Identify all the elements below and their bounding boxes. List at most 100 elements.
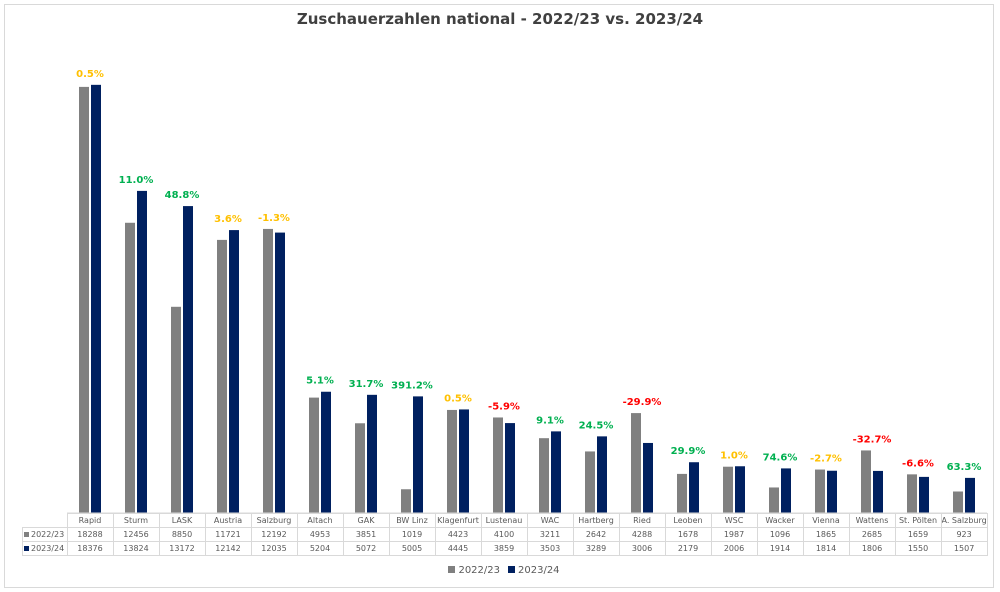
change-label: 391.2% — [391, 380, 433, 391]
change-label: 48.8% — [165, 190, 200, 201]
bar-2022-23-18 — [907, 474, 917, 513]
change-label: 31.7% — [349, 379, 384, 390]
table-category: Austria — [204, 513, 252, 528]
bar-2023-24-10 — [551, 431, 561, 513]
table-cell: 1678 — [664, 527, 712, 542]
table-cell: 4288 — [618, 527, 666, 542]
bar-2023-24-5 — [321, 391, 331, 513]
table-category: GAK — [342, 513, 390, 528]
bar-2022-23-5 — [309, 397, 319, 513]
table-category: Ried — [618, 513, 666, 528]
bar-2023-24-0 — [91, 84, 101, 513]
series-name: 2023/24 — [31, 544, 65, 553]
table-cell: 18288 — [66, 527, 114, 542]
chart-title: Zuschauerzahlen national - 2022/23 vs. 2… — [296, 10, 704, 28]
table-cell: 8850 — [158, 527, 206, 542]
bar-2022-23-13 — [677, 473, 687, 513]
table-category: Wattens — [848, 513, 896, 528]
bar-2022-23-2 — [171, 306, 181, 513]
table-cell: 13824 — [112, 541, 160, 556]
bar-2023-24-14 — [735, 466, 745, 513]
table-category: WSC — [710, 513, 758, 528]
bar-2022-23-0 — [79, 86, 89, 514]
bar-2023-24-6 — [367, 394, 377, 513]
table-cell: 1914 — [756, 541, 804, 556]
bar-2023-24-11 — [597, 436, 607, 513]
table-corner — [22, 513, 68, 528]
data-table: Rapid Sturm LASK Austria Salzburg Altach GAK BW… — [22, 513, 988, 556]
table-cell: 4953 — [296, 527, 344, 542]
table-category: Sturm — [112, 513, 160, 528]
series-label: 2022/23 — [22, 527, 68, 542]
bar-2022-23-7 — [401, 489, 411, 513]
table-cell: 1019 — [388, 527, 436, 542]
legend-entry: 2022/23 — [458, 565, 500, 576]
table-cell: 13172 — [158, 541, 206, 556]
bar-2022-23-1 — [125, 222, 135, 513]
table-cell: 2006 — [710, 541, 758, 556]
legend-swatch-icon — [24, 532, 29, 537]
change-label: 74.6% — [763, 452, 798, 463]
bar-2022-23-6 — [355, 423, 365, 513]
table-cell: 11721 — [204, 527, 252, 542]
bar-2023-24-7 — [413, 396, 423, 513]
table-category: Wacker — [756, 513, 804, 528]
table-category: St. Pölten — [894, 513, 942, 528]
change-label: 0.5% — [444, 393, 472, 404]
table-cell: 3503 — [526, 541, 574, 556]
table-cell: 12035 — [250, 541, 298, 556]
table-category: A. Salzburg — [940, 513, 988, 528]
bar-2023-24-4 — [275, 232, 285, 513]
bar-2023-24-18 — [919, 476, 929, 513]
bar-2023-24-8 — [459, 409, 469, 513]
bar-2023-24-3 — [229, 230, 239, 513]
table-cell: 5204 — [296, 541, 344, 556]
legend-entry: 2023/24 — [518, 565, 560, 576]
bar-2022-23-3 — [217, 239, 227, 513]
change-label: 9.1% — [536, 415, 564, 426]
legend-swatch-icon — [24, 546, 29, 551]
table-category: Rapid — [66, 513, 114, 528]
table-cell: 4100 — [480, 527, 528, 542]
bar-2022-23-15 — [769, 487, 779, 513]
table-cell: 3859 — [480, 541, 528, 556]
bar-2022-23-16 — [815, 469, 825, 513]
table-category: WAC — [526, 513, 574, 528]
table-cell: 18376 — [66, 541, 114, 556]
table-category: Lustenau — [480, 513, 528, 528]
table-cell: 1806 — [848, 541, 896, 556]
bar-2022-23-10 — [539, 438, 549, 513]
table-cell: 3006 — [618, 541, 666, 556]
table-row: 2022/23 18288 12456 8850 11721 12192 4953 3851 1… — [22, 527, 988, 542]
bar-2022-23-8 — [447, 409, 457, 513]
change-label: -29.9% — [623, 397, 662, 408]
legend: 2022/23 2023/24 — [0, 565, 1000, 576]
bar-2023-24-15 — [781, 468, 791, 513]
bar-2022-23-19 — [953, 491, 963, 513]
bar-2022-23-4 — [263, 228, 273, 514]
change-label: -32.7% — [853, 434, 892, 445]
table-category: Salzburg — [250, 513, 298, 528]
table-category: Vienna — [802, 513, 850, 528]
change-label: -6.6% — [902, 458, 934, 469]
table-cell: 1659 — [894, 527, 942, 542]
table-row: 2023/24 18376 13824 13172 12142 12035 5204 5072… — [22, 541, 988, 556]
table-cell: 1814 — [802, 541, 850, 556]
table-cell: 5005 — [388, 541, 436, 556]
series-label: 2023/24 — [22, 541, 68, 556]
table-cell: 12192 — [250, 527, 298, 542]
bar-2022-23-9 — [493, 417, 503, 513]
bar-2023-24-9 — [505, 423, 515, 513]
change-label: -2.7% — [810, 454, 842, 465]
table-category: Hartberg — [572, 513, 620, 528]
change-label: -5.9% — [488, 401, 520, 412]
table-cell: 1507 — [940, 541, 988, 556]
table-cell: 2685 — [848, 527, 896, 542]
table-header-row: Rapid Sturm LASK Austria Salzburg Altach GAK BW… — [22, 513, 988, 528]
bar-2022-23-11 — [585, 451, 595, 513]
bar-2023-24-2 — [183, 206, 193, 513]
table-cell: 12142 — [204, 541, 252, 556]
legend-swatch-icon — [448, 566, 456, 573]
change-label: -1.3% — [258, 213, 290, 224]
